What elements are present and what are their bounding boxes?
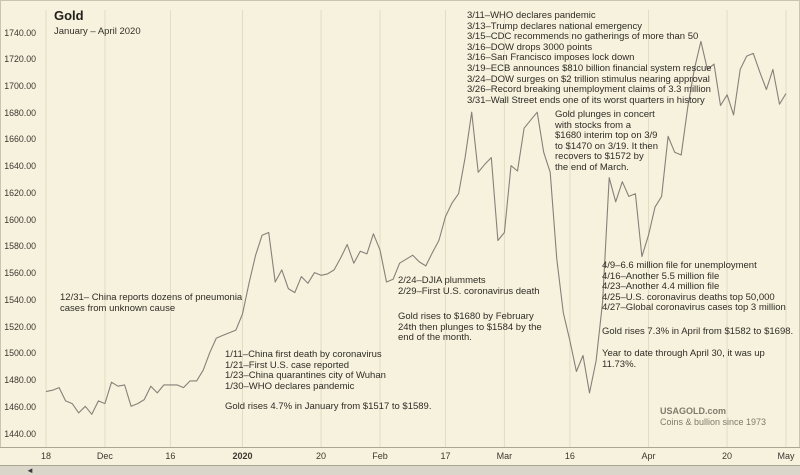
- y-axis-label: 1560.00: [4, 268, 36, 279]
- annotation-march-events: 3/11–WHO declares pandemic 3/13–Trump de…: [467, 10, 712, 106]
- y-axis-label: 1660.00: [4, 134, 36, 145]
- annotation-february-gold-note: Gold rises to $1680 by February 24th the…: [398, 311, 542, 344]
- annotation-april-gold-note: Gold rises 7.3% in April from $1582 to $…: [602, 326, 794, 337]
- y-axis-label: 1460.00: [4, 401, 36, 412]
- gold-price-line: [45, 40, 787, 415]
- annotation-february-events: 2/24–DJIA plummets 2/29–First U.S. coron…: [398, 275, 540, 297]
- annotation-march-plunge-note: Gold plunges in concert with stocks from…: [555, 109, 659, 173]
- y-axis-label: 1680.00: [4, 107, 36, 118]
- y-axis-label: 1740.00: [4, 27, 36, 38]
- annotation-january-events: 1/11–China first death by coronavirus 1/…: [225, 349, 386, 392]
- x-axis-strip: 18 Dec 16 2020 20 Feb 17 Mar 16 Apr 20 May: [0, 447, 800, 466]
- x-axis-label: 17: [440, 451, 451, 461]
- x-axis-label: 16: [564, 451, 575, 461]
- x-axis-label: Dec: [96, 451, 113, 461]
- x-axis-label: 18: [40, 451, 52, 461]
- annotation-ytd-note: Year to date through April 30, it was up…: [602, 348, 765, 370]
- x-axis-label: 20: [722, 451, 733, 461]
- y-axis-label: 1700.00: [4, 80, 36, 91]
- chart-title: Gold: [54, 8, 84, 23]
- y-axis-label: 1480.00: [4, 375, 36, 386]
- annotation-april-events: 4/9–6.6 million file for unemployment 4/…: [602, 260, 786, 314]
- y-axis-label: 1600.00: [4, 214, 36, 225]
- y-axis-label: 1640.00: [4, 161, 36, 172]
- y-axis-label: 1440.00: [4, 428, 36, 439]
- branding-site: USAGOLD.com: [660, 406, 727, 416]
- y-axis-label: 1500.00: [4, 348, 36, 359]
- scroll-left-arrow-icon[interactable]: ◄: [26, 466, 34, 475]
- x-axis-label: 20: [316, 451, 327, 461]
- x-axis-label: Feb: [372, 451, 388, 461]
- x-axis-label: 2020: [232, 451, 253, 461]
- x-axis: 18 Dec 16 2020 20 Feb 17 Mar 16 Apr 20 May: [0, 448, 800, 465]
- y-axis-label: 1620.00: [4, 187, 36, 198]
- annotation-pneumonia-cases: 12/31– China reports dozens of pneumonia…: [60, 292, 243, 314]
- branding-tagline: Coins & bullion since 1973: [660, 417, 767, 427]
- annotation-january-gold-note: Gold rises 4.7% in January from $1517 to…: [225, 401, 432, 412]
- horizontal-scrollbar[interactable]: ◄: [0, 466, 800, 475]
- branding: USAGOLD.com Coins & bullion since 1973: [660, 406, 766, 428]
- y-axis-label: 1540.00: [4, 294, 36, 305]
- x-axis-label: 16: [165, 451, 176, 461]
- y-axis-label: 1520.00: [4, 321, 36, 332]
- x-axis-label: May: [777, 451, 795, 461]
- x-axis-label: Mar: [496, 451, 513, 461]
- chart-subtitle: January – April 2020: [54, 26, 141, 37]
- y-axis-label: 1580.00: [4, 241, 36, 252]
- y-axis: 1740.00 1720.00 1700.00 1680.00 1660.00 1640.…: [0, 0, 38, 447]
- x-axis-label: Apr: [641, 451, 656, 461]
- y-axis-label: 1720.00: [4, 54, 36, 65]
